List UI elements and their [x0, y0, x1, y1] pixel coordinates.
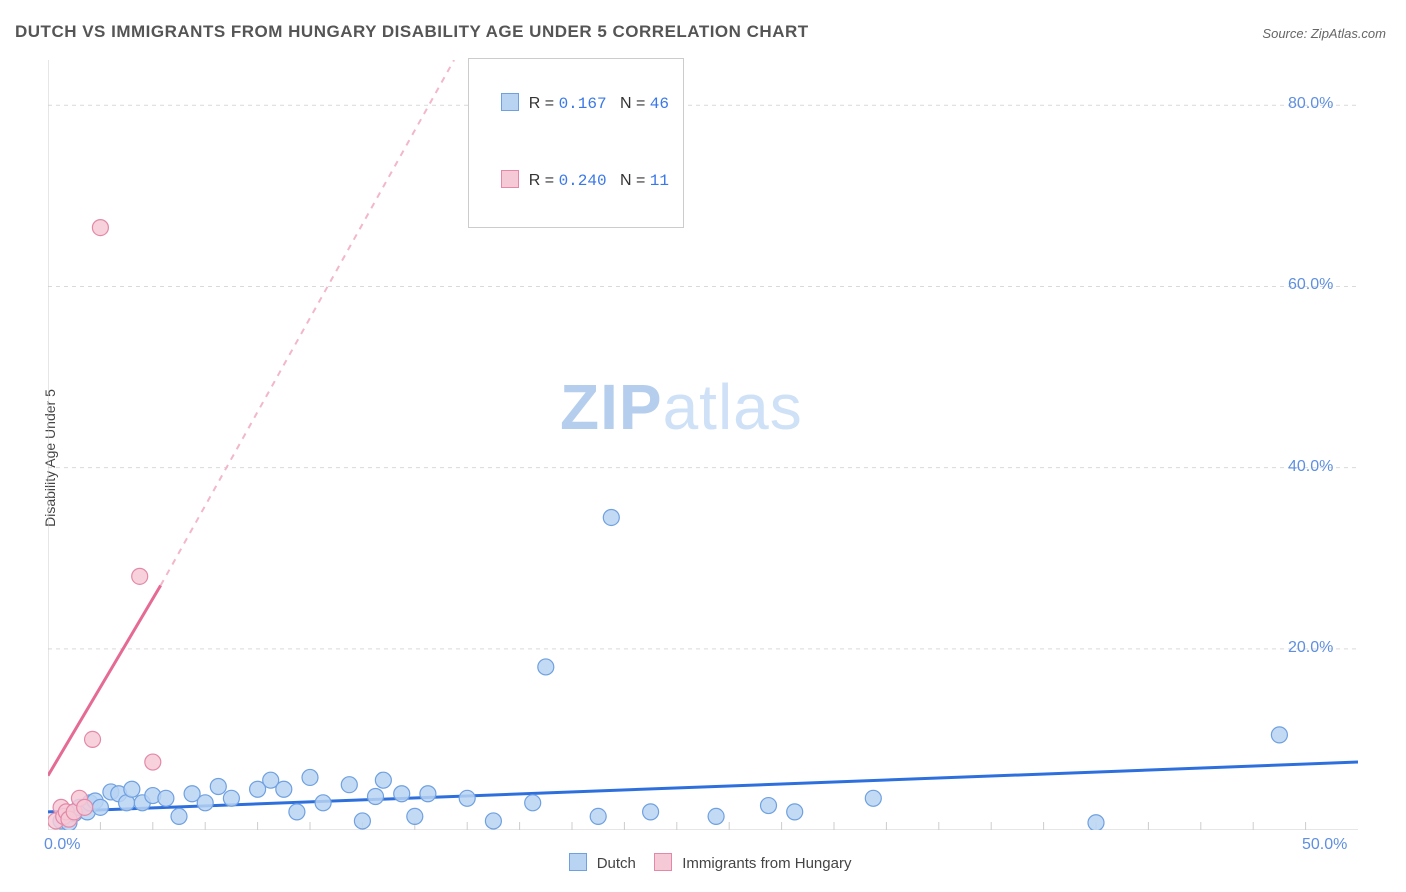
y-tick-label: 80.0%: [1288, 95, 1333, 113]
stats-row-hungary: R = 0.240 N = 11: [483, 143, 669, 221]
n-value-hungary: 11: [650, 172, 669, 190]
r-value-hungary: 0.240: [559, 172, 607, 190]
stats-row-dutch: R = 0.167 N = 46: [483, 65, 669, 143]
legend-swatch-dutch: [569, 853, 587, 871]
scatter-chart: [48, 60, 1358, 830]
swatch-hungary: [501, 170, 519, 188]
n-label: N =: [620, 172, 650, 189]
legend-bottom: Dutch Immigrants from Hungary: [0, 853, 1406, 872]
legend-label-hungary: Immigrants from Hungary: [682, 855, 851, 872]
legend-swatch-hungary: [654, 853, 672, 871]
n-value-dutch: 46: [650, 95, 669, 113]
swatch-dutch: [501, 93, 519, 111]
y-tick-label: 20.0%: [1288, 639, 1333, 657]
chart-title: DUTCH VS IMMIGRANTS FROM HUNGARY DISABIL…: [15, 22, 809, 42]
y-tick-label: 40.0%: [1288, 458, 1333, 476]
source-value: ZipAtlas.com: [1311, 26, 1386, 41]
r-label: R =: [529, 95, 559, 112]
r-value-dutch: 0.167: [559, 95, 607, 113]
x-max-label: 50.0%: [1302, 836, 1347, 854]
y-tick-label: 60.0%: [1288, 276, 1333, 294]
r-label: R =: [529, 172, 559, 189]
legend-label-dutch: Dutch: [597, 855, 636, 872]
source-attribution: Source: ZipAtlas.com: [1262, 26, 1386, 41]
n-label: N =: [620, 95, 650, 112]
correlation-stats-box: R = 0.167 N = 46 R = 0.240 N = 11: [468, 58, 684, 228]
x-origin-label: 0.0%: [44, 836, 80, 854]
source-label: Source:: [1262, 26, 1307, 41]
